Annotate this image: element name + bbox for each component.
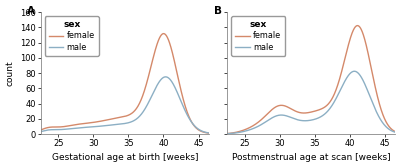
- female: [161, 33, 166, 35]
- male: [141, 110, 146, 112]
- male: [352, 70, 357, 72]
- Legend: female, male: female, male: [231, 16, 285, 56]
- male: [232, 132, 237, 134]
- female: [168, 45, 173, 47]
- female: [328, 101, 332, 103]
- female: [137, 103, 142, 105]
- male: [186, 116, 191, 118]
- female: [232, 132, 237, 134]
- female: [354, 25, 359, 27]
- male: [323, 112, 328, 114]
- Line: male: male: [224, 71, 399, 134]
- Text: B: B: [214, 6, 222, 16]
- female: [397, 132, 401, 134]
- male: [46, 129, 51, 131]
- Line: female: female: [37, 34, 213, 133]
- male: [168, 79, 173, 81]
- female: [221, 133, 226, 135]
- male: [333, 99, 338, 101]
- male: [146, 101, 151, 103]
- male: [354, 71, 359, 73]
- female: [323, 106, 328, 108]
- female: [46, 127, 51, 129]
- Text: A: A: [27, 6, 35, 16]
- male: [210, 132, 215, 134]
- Y-axis label: count: count: [6, 60, 14, 86]
- female: [35, 130, 40, 132]
- female: [146, 74, 151, 76]
- female: [210, 132, 215, 134]
- male: [328, 107, 332, 109]
- X-axis label: Postmenstrual age at scan [weeks]: Postmenstrual age at scan [weeks]: [232, 153, 391, 162]
- female: [373, 84, 377, 86]
- male: [163, 76, 168, 78]
- male: [35, 131, 40, 133]
- X-axis label: Gestational age at birth [weeks]: Gestational age at birth [weeks]: [52, 153, 198, 162]
- male: [137, 116, 142, 118]
- male: [373, 107, 377, 109]
- Line: female: female: [224, 26, 399, 134]
- female: [355, 25, 360, 27]
- Line: male: male: [37, 77, 213, 133]
- male: [397, 132, 401, 134]
- male: [221, 133, 226, 135]
- Legend: female, male: female, male: [45, 16, 99, 56]
- female: [141, 92, 146, 94]
- female: [333, 91, 338, 93]
- female: [186, 114, 191, 116]
